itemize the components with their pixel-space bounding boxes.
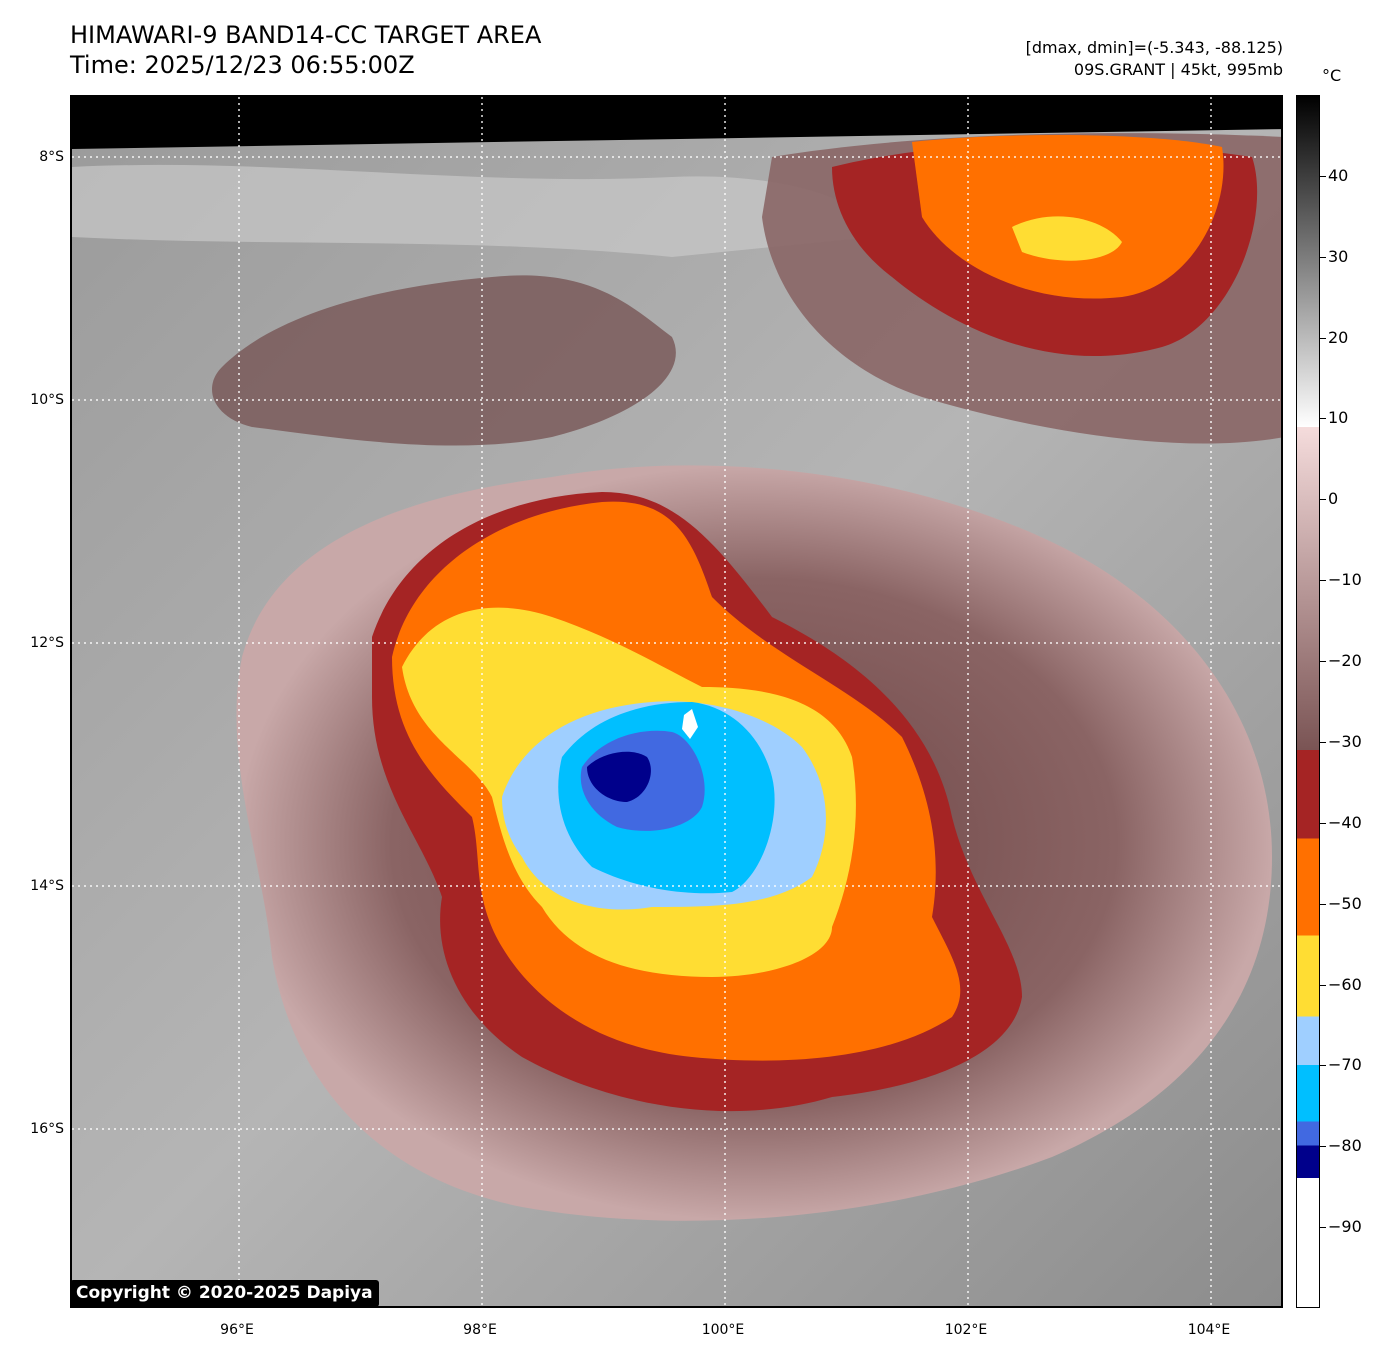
colorbar-tick [1320, 1065, 1326, 1067]
colorbar-tick [1320, 175, 1326, 177]
storm-info: [dmax, dmin]=(-5.343, -88.125) 09S.GRANT… [1026, 37, 1283, 81]
colorbar-tick-label: −80 [1328, 1136, 1362, 1156]
colorbar-tick [1320, 984, 1326, 986]
info-line-2: 09S.GRANT | 45kt, 995mb [1073, 60, 1283, 79]
title-line-1: HIMAWARI-9 BAND14-CC TARGET AREA [70, 21, 542, 49]
satellite-imagery [72, 97, 1281, 1306]
colorbar-tick-label: −60 [1328, 974, 1362, 994]
colorbar-tick [1320, 1227, 1326, 1229]
colorbar-tick [1320, 580, 1326, 582]
lon-label-100e: 100°E [701, 1322, 745, 1338]
colorbar-tick-label: 40 [1328, 165, 1349, 185]
colorbar-tick [1320, 661, 1326, 663]
colorbar-tick-label: 10 [1328, 408, 1349, 428]
colorbar-tick [1320, 822, 1326, 824]
colorbar-tick-label: −20 [1328, 651, 1362, 671]
lat-label-14s: 14°S [30, 878, 64, 894]
cloud-region-northwest [212, 275, 676, 446]
lat-label-12s: 12°S [30, 635, 64, 651]
colorbar-tick-label: −10 [1328, 570, 1362, 590]
storm-deep-blue-core [587, 751, 651, 802]
colorbar-tick-label: −90 [1328, 1217, 1362, 1237]
colorbar-tick-label: 30 [1328, 246, 1349, 266]
colorbar-tick-label: 20 [1328, 327, 1349, 347]
colorbar-tick [1320, 337, 1326, 339]
storm-coldest-spot [682, 709, 698, 739]
lat-label-10s: 10°S [30, 392, 64, 408]
colorbar-unit: °C [1322, 66, 1342, 85]
copyright-badge: Copyright © 2020-2025 Dapiya [70, 1280, 379, 1307]
map-title: HIMAWARI-9 BAND14-CC TARGET AREA Time: 2… [70, 20, 541, 80]
no-data-strip [72, 97, 1281, 149]
colder-tops-northeast [912, 135, 1224, 299]
colorbar-tick-label: −40 [1328, 812, 1362, 832]
colorbar-tick [1320, 499, 1326, 501]
colorbar-tick [1320, 741, 1326, 743]
colorbar [1296, 95, 1320, 1308]
colorbar-tick-label: −30 [1328, 731, 1362, 751]
lon-label-104e: 104°E [1187, 1322, 1231, 1338]
colorbar-tick [1320, 1146, 1326, 1148]
colorbar-tick-label: 0 [1328, 489, 1339, 509]
colorbar-tick-label: −50 [1328, 893, 1362, 913]
colorbar-tick [1320, 903, 1326, 905]
lon-label-102e: 102°E [944, 1322, 988, 1338]
info-line-1: [dmax, dmin]=(-5.343, -88.125) [1025, 38, 1283, 57]
graticule [72, 97, 1281, 1306]
title-line-2: Time: 2025/12/23 06:55:00Z [70, 51, 415, 79]
lon-label-96e: 96°E [220, 1322, 254, 1338]
colorbar-tick [1320, 256, 1326, 258]
lat-label-16s: 16°S [30, 1121, 64, 1137]
colorbar-tick [1320, 418, 1326, 420]
satellite-map [70, 95, 1283, 1308]
lat-label-8s: 8°S [39, 149, 64, 165]
coldest-tops-northeast [1012, 216, 1122, 261]
lon-label-98e: 98°E [463, 1322, 497, 1338]
cloud-band [72, 164, 872, 257]
colorbar-tick-label: −70 [1328, 1055, 1362, 1075]
